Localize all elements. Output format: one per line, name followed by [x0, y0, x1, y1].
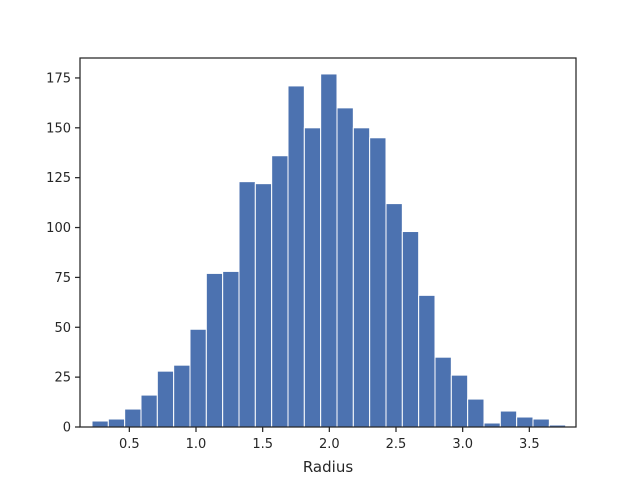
plot-frame	[79, 57, 577, 428]
x-tick-label: 3.5	[519, 437, 540, 452]
histogram-bar	[156, 370, 175, 428]
y-tick-label: 75	[54, 271, 71, 286]
x-tick-label: 1.0	[186, 437, 207, 452]
y-tick-label: 125	[46, 171, 71, 186]
histogram-bar	[401, 231, 420, 428]
histogram-bar	[205, 272, 224, 428]
x-tick-label: 1.5	[252, 437, 273, 452]
y-tick-label: 150	[46, 121, 71, 136]
histogram-bar	[532, 418, 550, 428]
histogram-bar	[369, 137, 387, 428]
y-axis-ticks: 0 25 50 75 100 125 150 175	[46, 71, 80, 436]
bars-group	[91, 73, 567, 428]
y-tick-label: 0	[63, 421, 71, 436]
histogram-bar	[173, 364, 191, 428]
histogram-bar	[91, 420, 109, 428]
x-tick-label: 0.5	[119, 437, 140, 452]
histogram-bar	[320, 73, 338, 428]
histogram-bar	[140, 394, 158, 428]
histogram-bar	[271, 155, 289, 428]
y-tick-label: 175	[46, 71, 71, 86]
histogram-bar	[385, 203, 403, 428]
histogram-bar	[467, 398, 485, 428]
x-tick-label: 2.0	[319, 437, 340, 452]
histogram-bar	[418, 294, 436, 428]
y-tick-label: 25	[54, 371, 71, 386]
histogram-bar	[516, 416, 534, 428]
histogram-bar	[189, 328, 207, 428]
x-axis-ticks: 0.5 1.0 1.5 2.0 2.5 3.0 3.5	[119, 427, 540, 452]
histogram-bar	[434, 356, 452, 428]
histogram-bar	[352, 127, 371, 428]
histogram-bar	[450, 374, 469, 428]
histogram-bar	[336, 107, 354, 428]
y-tick-label: 50	[54, 321, 71, 336]
x-tick-label: 2.5	[386, 437, 407, 452]
histogram-bar	[287, 85, 305, 428]
y-tick-label: 100	[46, 221, 71, 236]
histogram-bar	[124, 408, 142, 428]
histogram-bar	[254, 183, 273, 428]
histogram-bar	[107, 418, 126, 428]
histogram-bar	[499, 410, 518, 428]
histogram-bar	[222, 270, 240, 428]
histogram-bar	[303, 127, 322, 428]
x-axis-label: Radius	[303, 458, 353, 476]
histogram-bar	[238, 181, 256, 428]
x-tick-label: 3.0	[452, 437, 473, 452]
